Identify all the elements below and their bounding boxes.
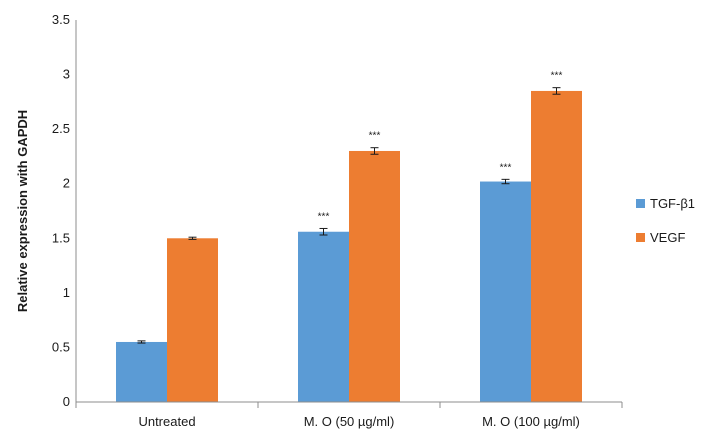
bar [167,238,218,402]
legend-swatch [636,233,645,242]
y-tick-label: 3.5 [52,12,70,27]
y-tick-label: 2 [63,176,70,191]
axes [75,20,623,408]
x-tick-label: M. O (100 µg/ml) [482,414,580,429]
significance-label: *** [369,131,381,142]
y-tick-label: 3 [63,67,70,82]
y-axis-label: Relative expression with GAPDH [15,110,30,312]
bar [349,150,400,402]
y-tick-label: 1 [63,285,70,300]
bar [480,181,531,402]
significance-label: *** [551,71,563,82]
legend-label: VEGF [650,230,685,245]
bar [116,341,167,402]
x-axis-labels: Untreated M. O (50 µg/ml) M. O (100 µg/ml) [138,414,579,429]
y-tick-label: 0 [63,394,70,409]
significance-label: *** [500,162,512,173]
significance-label: *** [318,211,330,222]
y-axis-ticks: 0 0.5 1 1.5 2 2.5 3 3.5 [52,12,70,409]
bar [298,231,349,402]
legend: TGF-β1 VEGF [636,196,695,245]
legend-label: TGF-β1 [650,196,695,211]
bars: *** *** *** *** [116,71,582,402]
x-tick-label: M. O (50 µg/ml) [304,414,395,429]
bar [531,90,582,402]
legend-swatch [636,199,645,208]
y-tick-label: 1.5 [52,230,70,245]
x-tick-label: Untreated [138,414,195,429]
y-tick-label: 2.5 [52,121,70,136]
y-tick-label: 0.5 [52,339,70,354]
